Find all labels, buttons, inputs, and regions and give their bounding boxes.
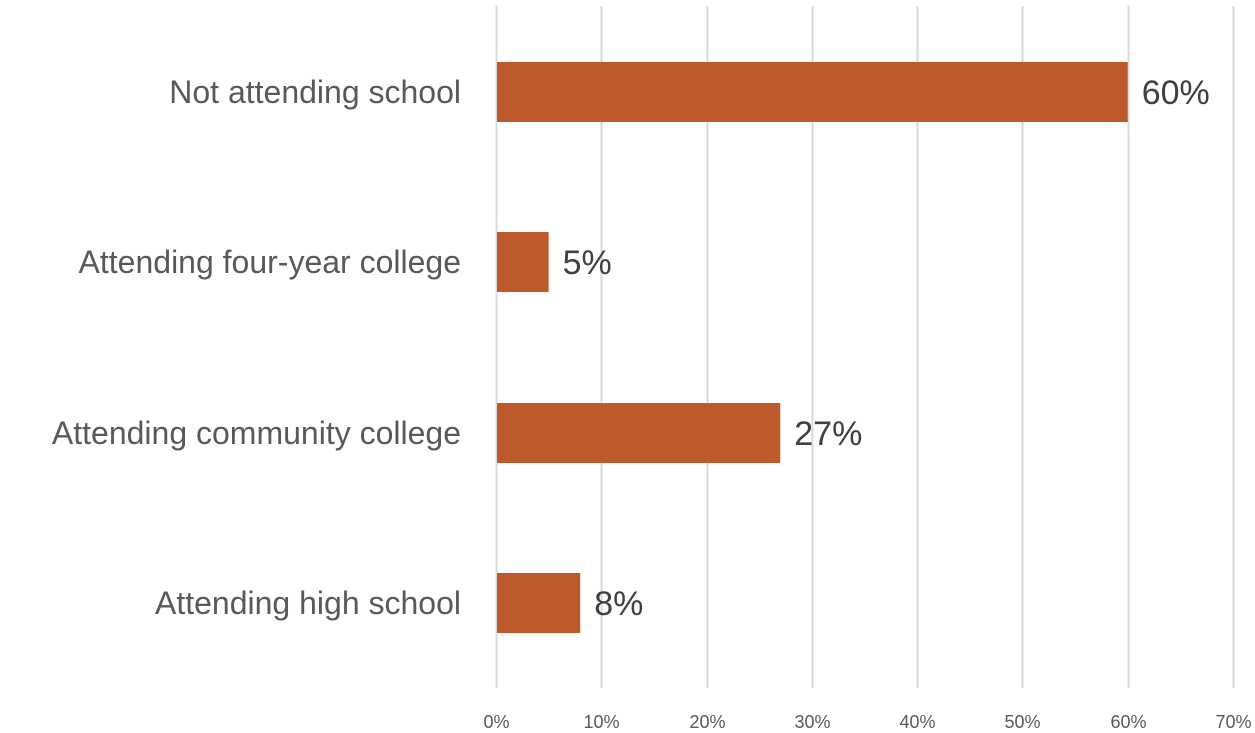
x-tick-label: 10%: [583, 712, 619, 732]
category-label: Not attending school: [169, 74, 461, 110]
x-tick-label: 40%: [899, 712, 935, 732]
x-tick-label: 0%: [483, 712, 509, 732]
x-tick-label: 70%: [1215, 712, 1251, 732]
data-label: 8%: [594, 585, 643, 623]
bars: [497, 62, 1128, 633]
bar: [497, 62, 1128, 122]
x-tick-label: 30%: [794, 712, 830, 732]
bar: [497, 573, 581, 633]
bar: [497, 232, 549, 292]
x-tick-label: 50%: [1004, 712, 1040, 732]
data-label: 5%: [563, 244, 612, 282]
category-label: Attending four-year college: [79, 244, 461, 280]
data-labels: 60% 5% 27% 8%: [563, 74, 1210, 623]
data-label: 60%: [1142, 74, 1210, 112]
x-axis-tick-labels: 0% 10% 20% 30% 40% 50% 60% 70%: [483, 712, 1251, 732]
x-tick-label: 20%: [689, 712, 725, 732]
category-label: Attending community college: [52, 415, 461, 451]
data-label: 27%: [794, 415, 862, 453]
category-label: Attending high school: [155, 585, 461, 621]
category-labels: Not attending school Attending four-year …: [52, 74, 461, 621]
x-tick-label: 60%: [1110, 712, 1146, 732]
bar: [497, 403, 781, 463]
